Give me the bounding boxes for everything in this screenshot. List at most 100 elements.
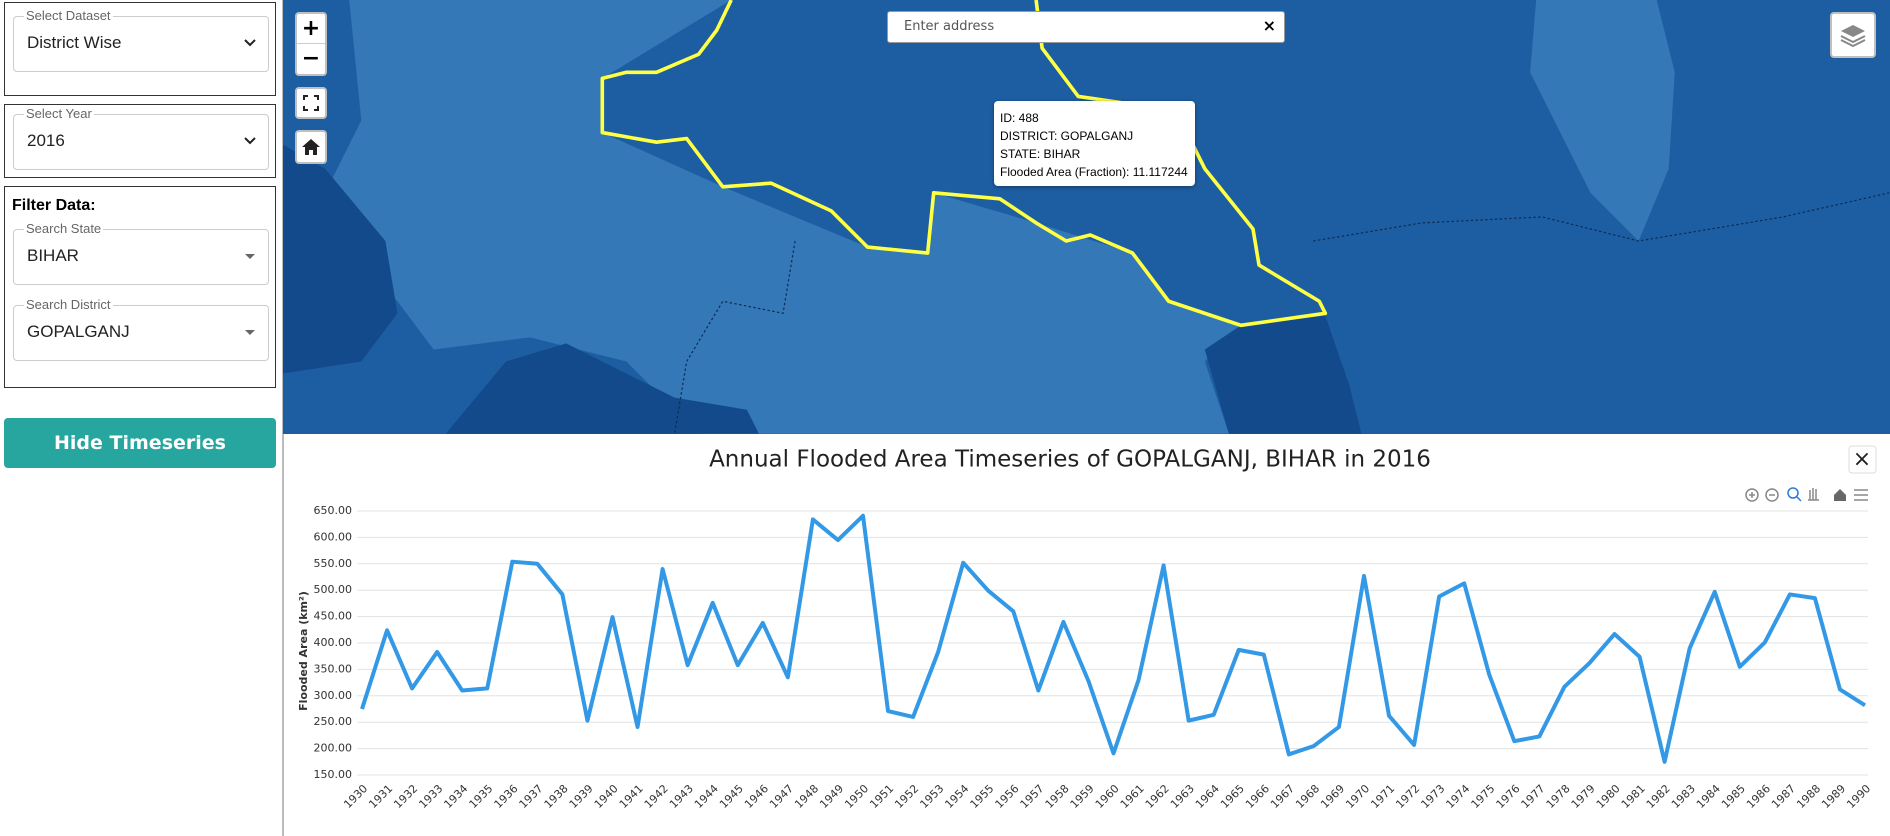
x-tick-label: 1989 <box>1819 782 1848 811</box>
field-value: GOPALGANJ <box>27 322 130 341</box>
x-tick-label: 1951 <box>867 782 896 811</box>
y-tick-label: 250.00 <box>314 715 353 728</box>
x-tick-label: 1955 <box>968 782 997 811</box>
x-tick-label: 1977 <box>1519 782 1548 811</box>
fullscreen-button[interactable] <box>295 87 327 119</box>
close-button[interactable] <box>1848 445 1877 474</box>
map[interactable]: + − Enter address × ID: 488 DISTRICT: GO… <box>282 0 1890 434</box>
filter-panel: Filter Data: Search State BIHAR Search D… <box>4 186 276 388</box>
tooltip-line: DISTRICT: GOPALGANJ <box>1000 129 1134 143</box>
x-tick-label: 1978 <box>1544 782 1573 811</box>
x-tick-label: 1983 <box>1669 782 1698 811</box>
x-tick-label: 1970 <box>1343 782 1372 811</box>
dataset-select[interactable]: Select Dataset District Wise <box>13 8 269 72</box>
x-tick-label: 1981 <box>1619 782 1648 811</box>
x-tick-label: 1966 <box>1243 782 1272 811</box>
x-tick-label: 1935 <box>467 782 496 811</box>
x-tick-label: 1950 <box>842 782 871 811</box>
sidebar: Select Dataset District Wise Select Year… <box>0 0 284 836</box>
x-tick-label: 1953 <box>917 782 946 811</box>
chart-toolbar <box>1745 487 1868 502</box>
x-tick-label: 1988 <box>1794 782 1823 811</box>
x-tick-label: 1942 <box>642 782 671 811</box>
x-tick-label: 1939 <box>567 782 596 811</box>
layers-button[interactable] <box>1830 12 1876 58</box>
home-button[interactable] <box>295 130 327 164</box>
field-label: Select Dataset <box>24 8 113 23</box>
x-tick-label: 1967 <box>1268 782 1297 811</box>
x-tick-label: 1986 <box>1744 782 1773 811</box>
line <box>360 513 1867 764</box>
field-label: Search District <box>24 297 113 312</box>
x-tick-label: 1958 <box>1043 782 1072 811</box>
x-tick-label: 1961 <box>1118 782 1147 811</box>
filter-title: Filter Data: <box>12 197 96 214</box>
field-value: BIHAR <box>27 246 79 265</box>
search-box[interactable]: Enter address × <box>887 11 1285 43</box>
y-tick-label: 300.00 <box>314 689 353 702</box>
x-tick-label: 1934 <box>441 782 470 811</box>
field-value: 2016 <box>27 131 65 150</box>
zoom-in[interactable]: + <box>297 14 325 44</box>
x-tick-label: 1963 <box>1168 782 1197 811</box>
x-tick-label: 1954 <box>942 782 971 811</box>
close-icon[interactable]: × <box>1853 447 1871 472</box>
x-tick-label: 1940 <box>592 782 621 811</box>
search-clear[interactable]: × <box>1262 16 1276 35</box>
x-tick-label: 1965 <box>1218 782 1247 811</box>
x-tick-label: 1973 <box>1418 782 1447 811</box>
x-tick-label: 1980 <box>1594 782 1623 811</box>
field-label: Select Year <box>24 106 94 121</box>
x-tick-label: 1936 <box>492 782 521 811</box>
x-tick-label: 1944 <box>692 782 721 811</box>
x-tick-label: 1987 <box>1769 782 1798 811</box>
x-tick-label: 1946 <box>742 782 771 811</box>
state-select[interactable]: Search State BIHAR <box>13 221 269 285</box>
year-select[interactable]: Select Year 2016 <box>13 106 269 170</box>
x-tick-label: 1960 <box>1093 782 1122 811</box>
map-layer <box>282 0 1890 434</box>
zoom-out[interactable]: − <box>301 46 321 71</box>
x-tick-label: 1957 <box>1018 782 1047 811</box>
y-tick-label: 200.00 <box>314 742 353 755</box>
x-tick-label: 1962 <box>1143 782 1172 811</box>
x-tick-label: 1990 <box>1844 782 1873 811</box>
field-value: District Wise <box>27 33 122 52</box>
y-tick-label: 500.00 <box>314 583 353 596</box>
x-tick-label: 1975 <box>1469 782 1498 811</box>
hide-timeseries-button[interactable]: Hide Timeseries <box>4 418 276 468</box>
fullscreen-icon <box>303 95 319 111</box>
tooltip-line: Flooded Area (Fraction): 11.117244 <box>1000 165 1188 179</box>
chart-title: Annual Flooded Area Timeseries of GOPALG… <box>709 447 1431 473</box>
field-label: Search State <box>24 221 104 236</box>
x-tick-label: 1947 <box>767 782 796 811</box>
x-tick-label: 1933 <box>416 782 445 811</box>
x-tick-label: 1974 <box>1443 782 1472 811</box>
caret <box>245 254 255 259</box>
x-tick-label: 1938 <box>542 782 571 811</box>
x-tick-label: 1964 <box>1193 782 1222 811</box>
tooltip-line: STATE: BIHAR <box>1000 147 1081 161</box>
district-select[interactable]: Search District GOPALGANJ <box>13 297 269 361</box>
x-tick-label: 1959 <box>1068 782 1097 811</box>
x-tick-label: 1985 <box>1719 782 1748 811</box>
x-tick-label: 1948 <box>792 782 821 811</box>
chevron <box>244 39 256 47</box>
x-tick-label: 1932 <box>391 782 420 811</box>
search-placeholder: Enter address <box>904 19 995 34</box>
x-tick-label: 1949 <box>817 782 846 811</box>
y-tick-label: 350.00 <box>314 662 353 675</box>
chevron <box>244 137 256 145</box>
timeseries-panel: Annual Flooded Area Timeseries of GOPALG… <box>297 445 1877 811</box>
y-tick-label: 450.00 <box>314 610 353 623</box>
x-tick-label: 1937 <box>517 782 546 811</box>
y-tick-label: 150.00 <box>314 768 353 781</box>
x-tick-label: 1941 <box>617 782 646 811</box>
tooltip-line: ID: 488 <box>1000 111 1039 125</box>
y-tick-label: 400.00 <box>314 636 353 649</box>
x-tick-label: 1930 <box>341 782 370 811</box>
x-tick-label: 1943 <box>667 782 696 811</box>
x-tick-label: 1984 <box>1694 782 1723 811</box>
x-tick-label: 1969 <box>1318 782 1347 811</box>
